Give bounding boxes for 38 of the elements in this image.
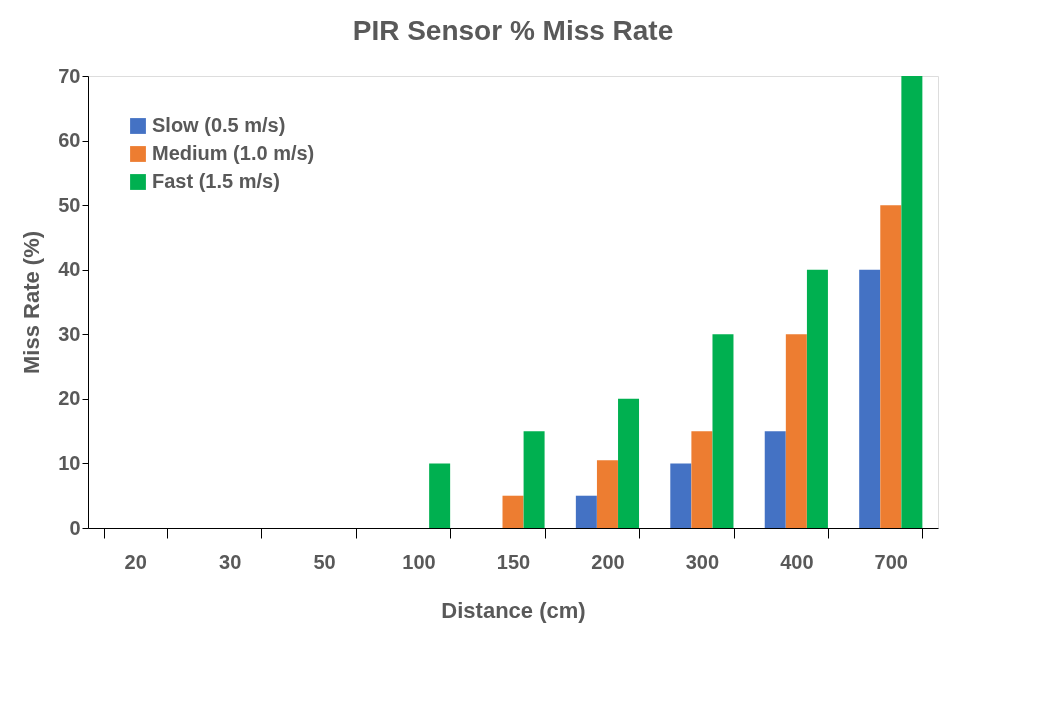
legend-label: Medium (1.0 m/s) [152,142,315,164]
x-axis-title: Distance (cm) [441,597,586,623]
y-tick-label: 30 [58,322,81,345]
legend-label: Slow (0.5 m/s) [152,114,286,136]
y-tick-label: 60 [58,129,81,152]
bar [859,269,881,528]
y-axis-title: Miss Rate (%) [19,230,45,375]
x-tick-label: 50 [313,550,336,573]
x-tick-label: 400 [780,550,814,573]
bar [502,495,524,528]
bar [691,431,713,528]
y-tick-label: 70 [58,64,81,87]
bar [901,76,923,528]
legend-label: Fast (1.5 m/s) [152,170,280,192]
bar [785,334,807,528]
bar [429,463,451,528]
chart-title: PIR Sensor % Miss Rate [352,15,674,46]
bar [880,205,902,528]
bar [596,460,618,528]
bar [764,431,786,528]
bar [575,495,597,528]
y-tick-label: 0 [69,516,81,539]
x-tick-label: 100 [402,550,436,573]
y-tick-label: 40 [58,258,81,281]
y-tick-label: 10 [58,451,81,474]
x-tick-label: 200 [591,550,625,573]
y-tick-label: 20 [58,387,81,410]
x-tick-label: 150 [496,550,531,573]
bar [618,398,640,528]
bar [670,463,692,528]
bar [523,431,545,528]
x-tick-label: 300 [685,550,720,573]
bar [712,334,734,528]
bar [806,269,828,528]
x-tick-label: 20 [124,550,147,573]
x-tick-label: 30 [219,550,242,573]
x-tick-label: 700 [874,550,908,573]
y-tick-label: 50 [58,193,81,216]
